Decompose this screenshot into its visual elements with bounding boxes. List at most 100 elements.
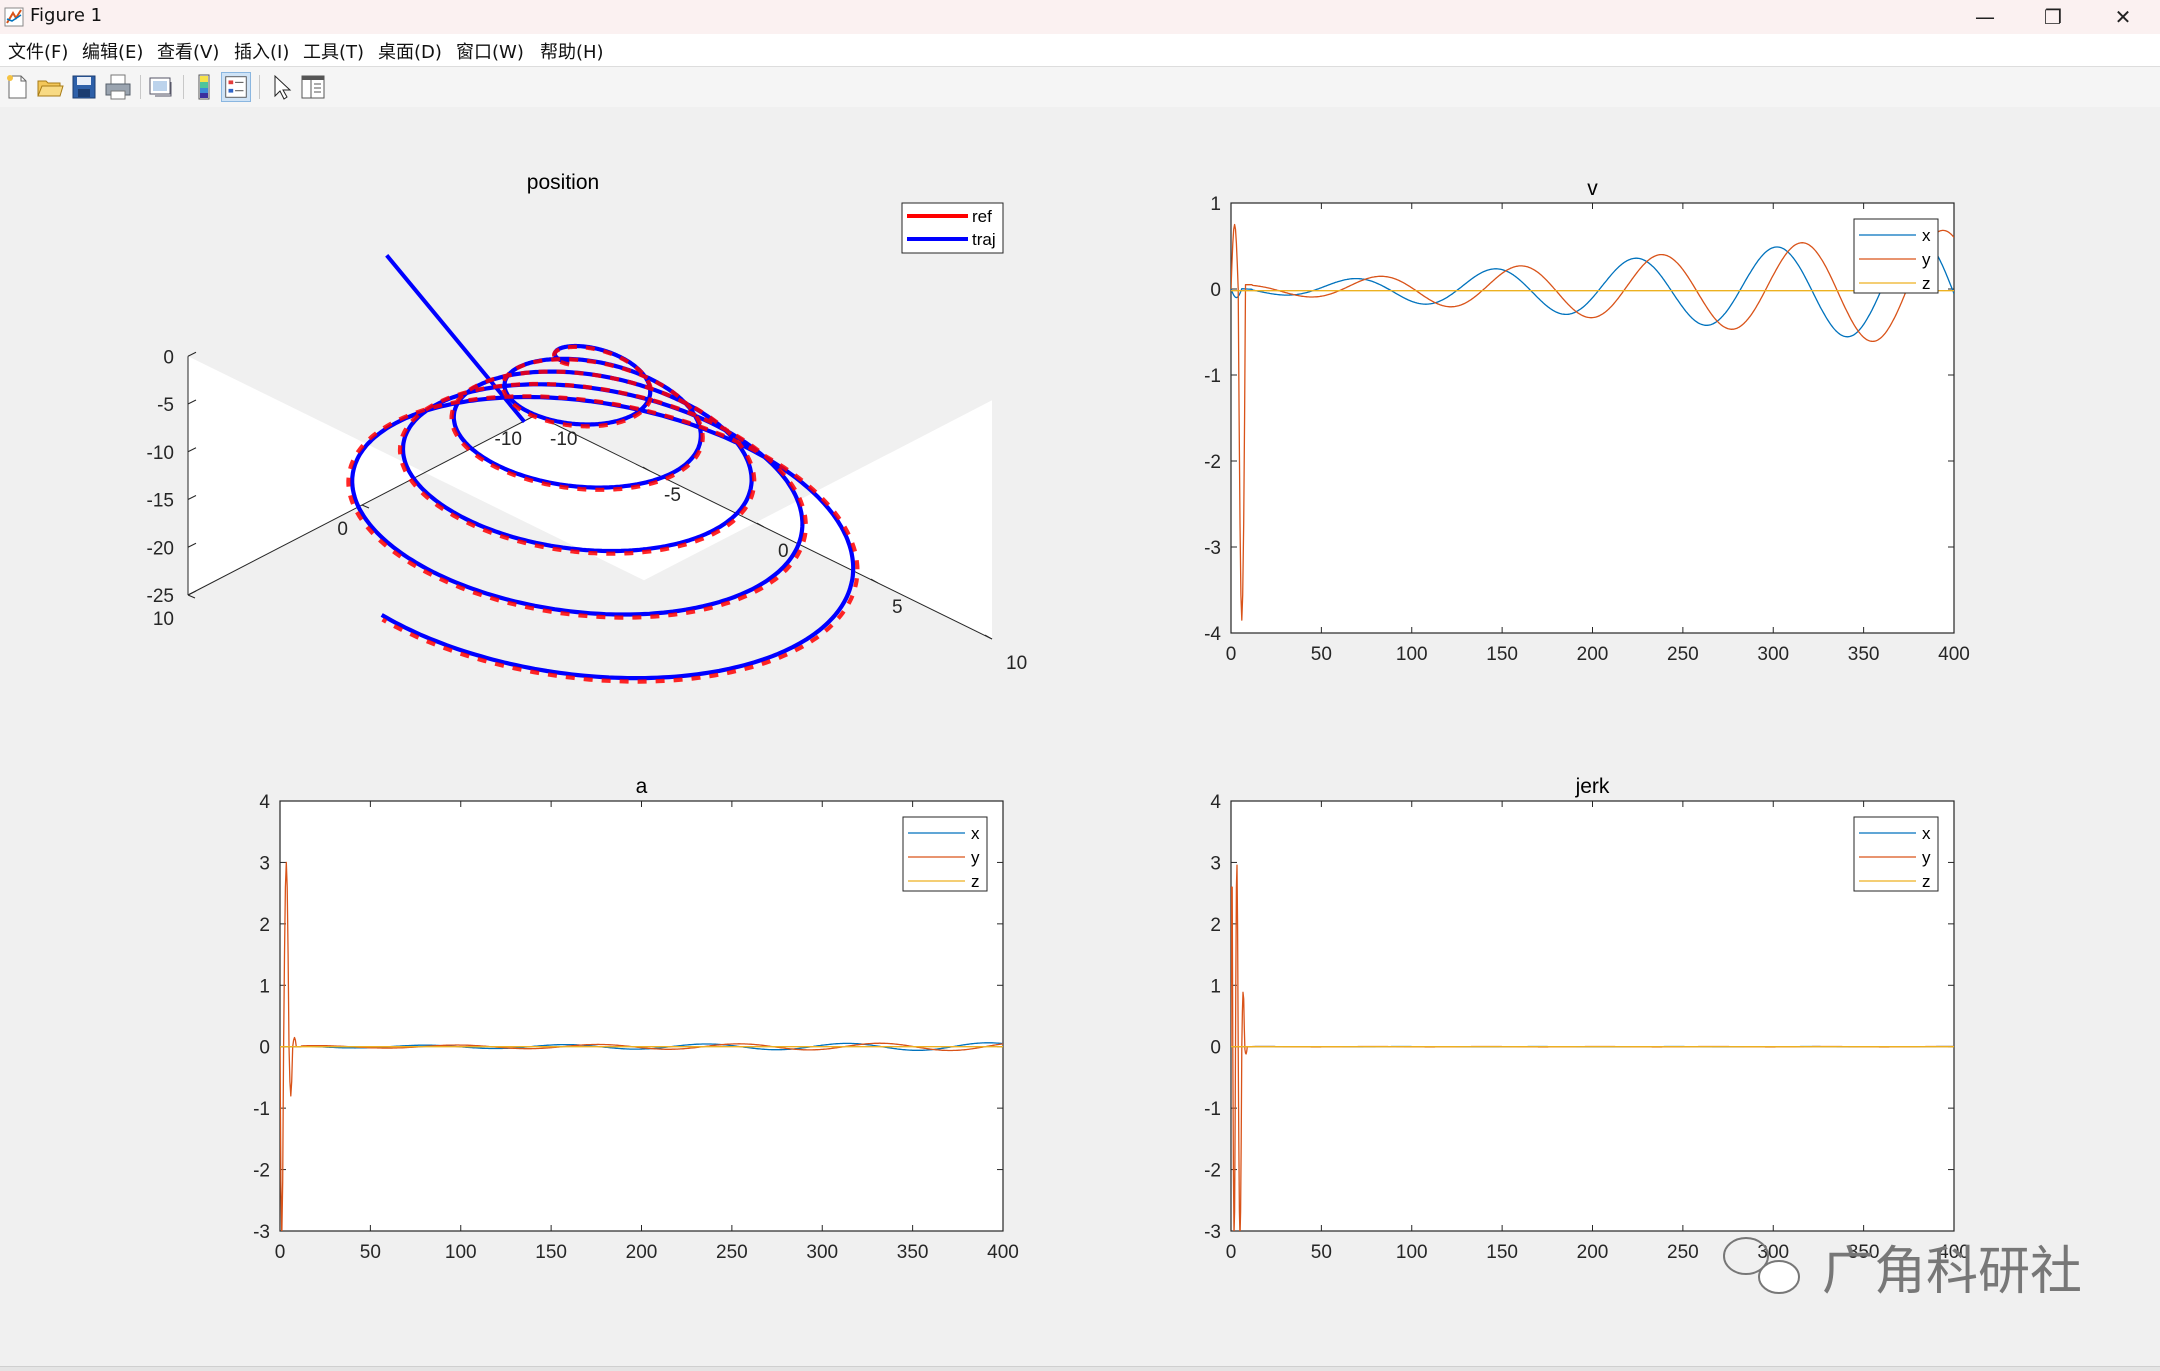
legend: ref traj: [902, 203, 1003, 253]
legend: xyz: [1854, 219, 1938, 293]
z-tick: [188, 352, 196, 356]
property-inspector-icon[interactable]: [298, 72, 328, 102]
y-tick-label: -3: [253, 1222, 270, 1243]
title-bar: Figure 1 — ❐ ✕: [0, 0, 2160, 34]
x-tick-label: 150: [1486, 644, 1518, 665]
menu-view[interactable]: 查看(V): [157, 38, 219, 64]
legend-label-z: z: [1922, 274, 1931, 293]
axes-title: jerk: [1575, 775, 1610, 798]
toolbar-separator: [183, 75, 184, 99]
menu-tools[interactable]: 工具(T): [303, 38, 364, 64]
plot-area: [280, 801, 1003, 1231]
x-tick-label: 100: [1396, 644, 1428, 665]
restore-button[interactable]: ❐: [2018, 0, 2088, 34]
y-tick-label: -4: [1204, 624, 1221, 645]
y-tick-label: 2: [1210, 915, 1221, 936]
legend: xyz: [1854, 817, 1938, 891]
y-tick-label: 0: [1210, 1038, 1221, 1059]
x-tick-label: 10: [1006, 653, 1027, 674]
minimize-button[interactable]: —: [1950, 0, 2020, 34]
watermark-text: 广角科研社: [1822, 1243, 2082, 1301]
y-tick-label: -2: [1204, 1161, 1221, 1182]
y-tick-label: -1: [1204, 366, 1221, 387]
x-tick-label: 0: [1226, 1242, 1237, 1263]
toolbar-separator: [259, 75, 260, 99]
axes-position: 0-5-10-15-20-25-10010-10-50510positionre…: [147, 171, 1028, 682]
axes-title: position: [527, 171, 599, 194]
legend: xyz: [903, 817, 987, 891]
window-title: Figure 1: [30, 5, 102, 26]
x-tick-label: 350: [897, 1242, 929, 1263]
menu-desktop[interactable]: 桌面(D): [378, 38, 442, 64]
menu-edit[interactable]: 编辑(E): [82, 38, 143, 64]
legend-label-traj: traj: [972, 230, 996, 249]
x-tick-label: 300: [806, 1242, 838, 1263]
edit-plot-icon[interactable]: [266, 72, 296, 102]
link-plot-icon[interactable]: [146, 72, 176, 102]
figure-toolbar: [0, 66, 2160, 108]
restore-icon: ❐: [2044, 5, 2062, 29]
matlab-icon: [4, 7, 24, 27]
plot-area: [1231, 203, 1954, 633]
y-tick-label: 10: [153, 609, 174, 630]
z-tick-label: 0: [163, 347, 174, 368]
x-tick-label: -5: [664, 485, 681, 506]
wechat-icon: [1759, 1261, 1799, 1293]
x-tick-label: 0: [778, 541, 789, 562]
legend-label-y: y: [971, 848, 980, 867]
y-tick-label: -10: [495, 429, 522, 450]
y-tick-label: 0: [259, 1038, 270, 1059]
legend-label-x: x: [1922, 226, 1931, 245]
insert-colorbar-icon[interactable]: [189, 72, 219, 102]
print-icon[interactable]: [103, 72, 133, 102]
axes-title: v: [1587, 177, 1598, 200]
x-tick-label: 100: [445, 1242, 477, 1263]
legend-label-z: z: [971, 872, 980, 891]
legend-label-z: z: [1922, 872, 1931, 891]
menu-insert[interactable]: 插入(I): [234, 38, 289, 64]
y-tick-label: 3: [1210, 853, 1221, 874]
x-tick-label: 150: [1486, 1242, 1518, 1263]
legend-label-ref: ref: [972, 207, 992, 226]
y-tick-label: 4: [1210, 792, 1221, 813]
new-figure-icon[interactable]: [2, 72, 32, 102]
x-tick-label: 0: [1226, 644, 1237, 665]
close-button[interactable]: ✕: [2088, 0, 2158, 34]
menu-file[interactable]: 文件(F): [8, 38, 68, 64]
x-tick-label: 0: [275, 1242, 286, 1263]
save-icon[interactable]: [69, 72, 99, 102]
window-bottom-border: [0, 1366, 2160, 1371]
plot-area: [1231, 801, 1954, 1231]
y-tick-label: 2: [259, 915, 270, 936]
x-tick-label: 5: [892, 597, 903, 618]
y-tick-label: -2: [253, 1161, 270, 1182]
x-tick-label: 250: [716, 1242, 748, 1263]
axes-title: a: [636, 775, 648, 798]
x-tick-label: 350: [1848, 644, 1880, 665]
y-tick-label: 4: [259, 792, 270, 813]
menu-window[interactable]: 窗口(W): [456, 38, 524, 64]
x-tick-label: 400: [1938, 644, 1970, 665]
menu-bar: 文件(F) 编辑(E) 查看(V) 插入(I) 工具(T) 桌面(D) 窗口(W…: [0, 34, 2160, 66]
x-tick-label: 100: [1396, 1242, 1428, 1263]
insert-legend-icon[interactable]: [221, 72, 251, 102]
menu-help[interactable]: 帮助(H): [540, 38, 604, 64]
y-tick: [362, 505, 369, 508]
z-tick-label: -5: [157, 395, 174, 416]
open-file-icon[interactable]: [35, 72, 65, 102]
y-tick-label: 1: [1210, 194, 1221, 215]
y-tick-label: -2: [1204, 452, 1221, 473]
x-tick-label: 200: [626, 1242, 658, 1263]
toolbar-separator: [140, 75, 141, 99]
y-tick-label: -1: [253, 1099, 270, 1120]
y-tick-label: 0: [337, 519, 348, 540]
y-tick-label: -3: [1204, 1222, 1221, 1243]
y-tick-label: 3: [259, 853, 270, 874]
plot-box: [188, 356, 992, 639]
x-tick-label: 200: [1577, 644, 1609, 665]
